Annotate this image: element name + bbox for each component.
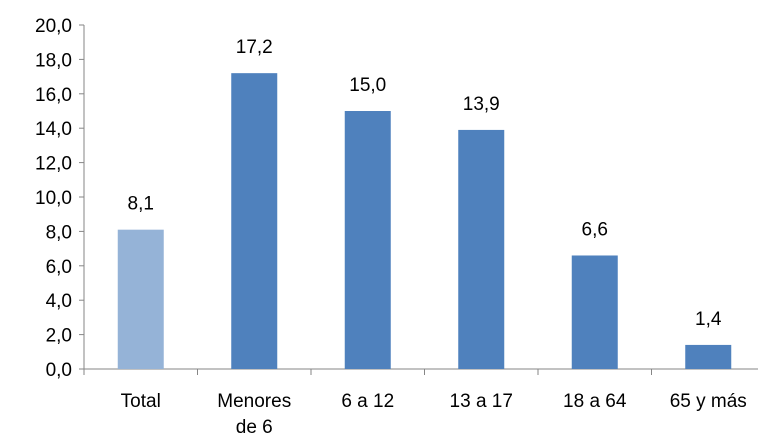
bar	[117, 229, 164, 369]
labels: 8,1 Total 17,2 Menores de 6 15,0 6 a 12 13,9 13 …	[121, 37, 747, 438]
axes: 0,0 2,0 4,0 6,0 8,0 10,0 12,0 14,0 16,0 18,0 20,0	[35, 16, 758, 381]
category-label: 13 a 17	[450, 391, 513, 412]
y-tick-label: 0,0	[46, 360, 72, 381]
data-label: 17,2	[236, 37, 273, 58]
data-label: 1,4	[695, 309, 722, 330]
bars	[117, 73, 732, 369]
bar	[685, 344, 732, 369]
y-tick-label: 12,0	[35, 154, 72, 175]
y-tick-label: 2,0	[46, 326, 72, 347]
bar	[571, 255, 618, 369]
category-label: 65 y más	[670, 391, 747, 412]
y-tick-label: 8,0	[46, 222, 72, 243]
bar	[458, 129, 505, 369]
y-tick-label: 6,0	[46, 257, 72, 278]
data-label: 13,9	[463, 94, 500, 115]
y-tick-label: 16,0	[35, 85, 72, 106]
y-tick-label: 20,0	[35, 16, 72, 37]
category-label: Menores	[217, 391, 291, 412]
y-tick-label: 18,0	[35, 50, 72, 71]
bar	[231, 73, 278, 369]
data-label: 8,1	[128, 194, 154, 215]
category-label: de 6	[236, 417, 273, 438]
data-label: 15,0	[349, 75, 386, 96]
category-label: 18 a 64	[563, 391, 627, 412]
y-tick-label: 4,0	[46, 291, 72, 312]
y-tick-label: 10,0	[35, 188, 72, 209]
bar	[344, 111, 391, 369]
category-label: 6 a 12	[341, 391, 394, 412]
category-label: Total	[121, 391, 161, 412]
data-label: 6,6	[582, 219, 608, 240]
y-tick-label: 14,0	[35, 119, 72, 140]
